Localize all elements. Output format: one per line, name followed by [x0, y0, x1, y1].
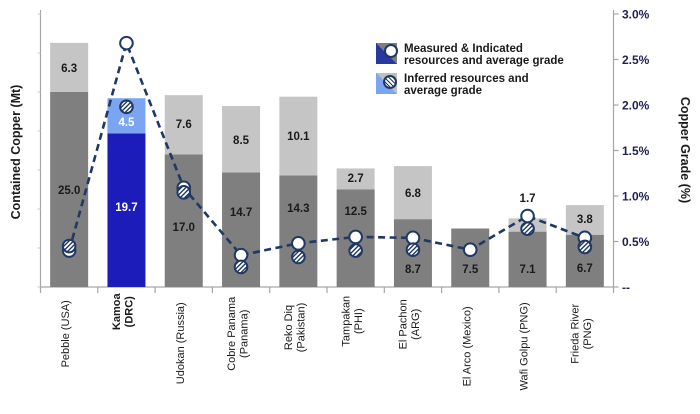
marker-mi-grade — [462, 242, 478, 257]
mi-marker-icon — [384, 44, 398, 58]
marker-inferred-grade — [233, 259, 249, 275]
x-axis-label: (PHI) — [353, 308, 365, 334]
mi-legend-swatch-icon — [376, 43, 398, 64]
bar-value-label-mi: 14.7 — [230, 207, 252, 219]
bar-segment-inferred — [222, 106, 261, 173]
x-axis-label: Frieda River — [570, 304, 582, 364]
marker-inferred-grade — [176, 185, 192, 200]
x-axis-label: Udokan (Russia) — [175, 302, 187, 384]
right-axis-title: Copper Grade (%) — [678, 96, 692, 204]
marker-mi-grade — [405, 230, 421, 246]
bar-value-label-mi: 12.5 — [344, 206, 367, 218]
bar-segment-inferred — [164, 95, 203, 155]
left-axis-title: Contained Copper (Mt) — [9, 84, 23, 220]
bar-value-label-inferred: 2.7 — [348, 173, 364, 185]
x-axis-label: (ARG) — [410, 309, 422, 340]
bar-value-label-mi: 25.0 — [58, 185, 80, 197]
marker-inferred-grade — [348, 243, 363, 258]
x-axis-label: (Panama) — [238, 310, 250, 358]
marker-inferred-grade — [577, 239, 593, 255]
legend: Measured & Indicated resources and avera… — [376, 43, 564, 103]
bar-segment-mi — [164, 154, 203, 287]
bar-segment-mi — [508, 231, 547, 287]
bar-segment-mi — [279, 175, 318, 287]
marker-inferred-grade — [61, 238, 77, 254]
bar-value-label-inferred: 6.8 — [405, 188, 422, 200]
x-axis-label: (Pakistan) — [296, 303, 308, 353]
marker-mi-grade — [348, 229, 363, 245]
bar-segment-mi — [451, 228, 490, 287]
legend-item-inferred: Inferred resources and average grade — [376, 73, 564, 97]
bar-value-label-mi: 7.1 — [520, 264, 537, 276]
marker-inferred-grade — [405, 242, 421, 257]
marker-inferred-grade — [291, 249, 306, 265]
marker-mi-grade — [233, 247, 249, 263]
x-axis-label: Kamoa — [111, 293, 123, 331]
bar-value-label-inferred: 8.5 — [233, 135, 250, 147]
x-axis-label: Wafi Golpu (PNG) — [519, 302, 531, 390]
bar-value-label-mi: 6.7 — [577, 263, 593, 275]
bar-value-label-inferred: 3.8 — [577, 214, 594, 226]
right-axis-tick-label: -- — [622, 281, 630, 295]
legend-label-inferred: Inferred resources and average grade — [404, 73, 529, 97]
marker-mi-grade — [119, 35, 134, 51]
marker-inferred-grade — [119, 99, 134, 115]
bar-value-label-inferred: 6.3 — [61, 63, 77, 75]
right-axis-tick-label: 1.0% — [622, 190, 650, 204]
bar-segment-inferred — [393, 166, 432, 220]
bar-segment-inferred — [565, 205, 604, 235]
bar-value-label-mi: 19.7 — [115, 202, 137, 214]
legend-label-measured-indicated: Measured & Indicated resources and avera… — [404, 43, 564, 67]
right-axis-tick-label: 2.0% — [622, 99, 650, 113]
x-axis-label: El Pachon — [398, 299, 410, 349]
bar-segment-inferred — [50, 42, 89, 92]
x-axis-label: El Arco (Mexico) — [461, 306, 473, 386]
bar-value-label-inferred: 4.5 — [118, 117, 135, 129]
x-axis-label: Tampakan — [340, 296, 352, 347]
bar-value-label-mi: 14.3 — [287, 203, 309, 215]
inferred-marker-icon — [383, 75, 397, 89]
x-axis-label: Reko Diq — [283, 305, 295, 350]
bar-segment-inferred — [336, 168, 375, 190]
marker-mi-grade — [291, 236, 306, 251]
bar-value-label-inferred: 1.7 — [520, 193, 536, 205]
marker-inferred-grade — [520, 221, 535, 237]
bar-value-label-inferred: 10.1 — [287, 131, 310, 143]
inferred-legend-swatch-icon — [376, 73, 397, 94]
right-axis-tick-label: 0.5% — [622, 235, 650, 249]
bar-value-label-mi: 7.5 — [462, 264, 479, 276]
x-axis-label: Pebble (USA) — [60, 300, 72, 367]
right-axis-tick-label: 2.5% — [622, 53, 650, 67]
bar-segment-inferred — [279, 96, 318, 176]
legend-item-measured-indicated: Measured & Indicated resources and avera… — [376, 43, 564, 67]
bar-value-label-mi: 8.7 — [405, 264, 421, 276]
right-axis-tick-label: 1.5% — [622, 144, 650, 158]
bar-value-label-mi: 17.0 — [173, 222, 195, 234]
x-axis-label: (PNG) — [582, 318, 594, 349]
bar-value-label-inferred: 7.6 — [176, 119, 192, 131]
x-axis-label: Cobre Panama — [226, 296, 238, 371]
marker-mi-grade — [520, 208, 535, 224]
x-axis-label: (DRC) — [124, 296, 136, 327]
bar-segment-mi — [107, 133, 146, 287]
grade-line — [67, 39, 586, 257]
right-axis-tick-label: 3.0% — [622, 8, 650, 22]
